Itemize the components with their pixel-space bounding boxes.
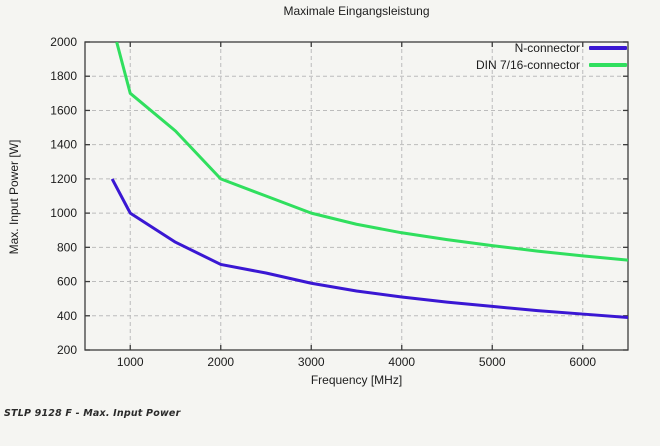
x-tick-label: 6000 bbox=[569, 355, 596, 369]
legend-line-swatch bbox=[589, 46, 627, 50]
series-line-n-connector bbox=[110, 178, 628, 319]
legend-line-swatch bbox=[589, 63, 627, 67]
x-tick-label: 3000 bbox=[298, 355, 325, 369]
y-tick-label: 2000 bbox=[50, 35, 77, 49]
y-tick-label: 1000 bbox=[50, 206, 77, 220]
y-tick-label: 800 bbox=[57, 240, 77, 254]
series-line-din-connector bbox=[115, 42, 628, 262]
figure-caption: STLP 9128 F - Max. Input Power bbox=[4, 408, 181, 419]
y-axis-label: Max. Input Power [W] bbox=[7, 139, 21, 255]
y-tick-label: 1800 bbox=[50, 69, 77, 83]
plot-border bbox=[84, 41, 629, 351]
legend: N-connector DIN 7/16-connector bbox=[476, 41, 627, 72]
x-tick-label: 5000 bbox=[479, 355, 506, 369]
y-tick-label: 1200 bbox=[50, 172, 77, 186]
y-tick-label: 400 bbox=[57, 309, 77, 323]
legend-item-din-connector: DIN 7/16-connector bbox=[476, 58, 627, 72]
x-axis-label: Frequency [MHz] bbox=[310, 373, 403, 387]
x-tick-label: 2000 bbox=[207, 355, 234, 369]
legend-label: N-connector bbox=[514, 41, 580, 55]
chart-title: Maximale Eingangsleistung bbox=[283, 4, 430, 18]
legend-item-n-connector: N-connector bbox=[476, 41, 627, 55]
y-tick-label: 600 bbox=[57, 275, 77, 289]
x-tick-label: 4000 bbox=[388, 355, 415, 369]
y-tick-label: 1400 bbox=[50, 138, 77, 152]
x-tick-label: 1000 bbox=[117, 355, 144, 369]
y-tick-label: 200 bbox=[57, 343, 77, 357]
legend-label: DIN 7/16-connector bbox=[475, 58, 580, 72]
y-tick-label: 1600 bbox=[50, 103, 77, 117]
